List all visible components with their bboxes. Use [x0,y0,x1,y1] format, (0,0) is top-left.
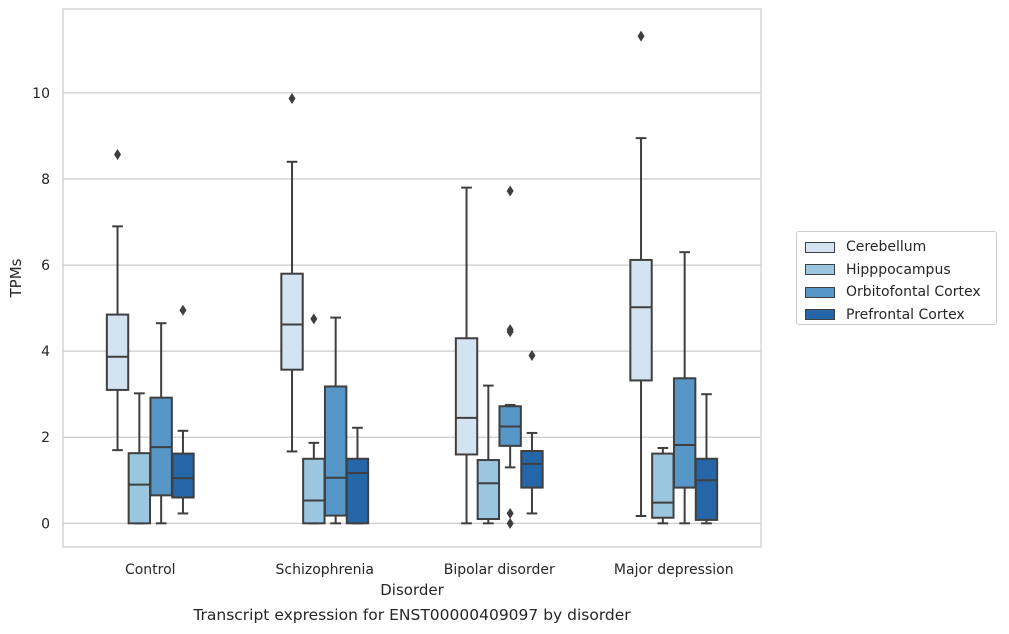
legend-swatch [805,241,835,253]
outlier-point [528,349,536,361]
legend-swatch [805,264,835,276]
box-iqr [694,457,719,521]
box-iqr [454,337,479,456]
outlier-point [506,517,514,529]
legend-item: Cerebellum [805,236,996,259]
legend-label: Cerebellum [846,239,927,256]
y-tick-labels: 0 2 4 6 8 10 [32,86,50,532]
box-iqr [105,313,130,391]
outlier-point [288,93,296,105]
legend-swatch [805,309,835,321]
box-2-0 [454,186,479,525]
outlier-point [506,326,514,338]
box-iqr [280,272,304,371]
boxes [105,30,719,529]
box-0-0 [105,148,130,452]
box-iqr [171,452,195,499]
box-iqr [345,457,370,525]
box-2-2 [498,185,522,529]
x-tick-label: Bipolar disorder [444,562,555,578]
y-tick-label: 8 [41,172,50,188]
box-iqr [651,452,675,519]
x-tick-label: Control [125,562,176,578]
x-axis-label: Disorder [380,581,444,599]
box-3-2 [672,251,697,525]
box-1-3 [345,426,370,525]
legend: Cerebellum Hipppocampus Orbitofontal Corte… [796,231,997,325]
box-1-0 [280,93,304,453]
legend-label: Hipppocampus [846,261,951,278]
box-iqr [127,452,152,525]
legend-label: Prefrontal Cortex [846,306,965,323]
box-2-1 [476,384,501,525]
legend-swatch [805,286,835,298]
plot-area-frame [62,8,762,548]
gridlines [63,92,761,524]
box-1-1 [302,313,326,525]
box-3-1 [651,447,675,525]
box-iqr [672,377,697,489]
x-tick-label: Schizophrenia [276,562,374,578]
box-1-2 [323,316,348,525]
legend-item: Hipppocampus [805,259,996,282]
box-iqr [476,459,501,521]
legend-item: Prefrontal Cortex [805,304,996,327]
box-iqr [520,450,544,489]
box-iqr [629,258,653,382]
x-tick-labels: Control Schizophrenia Bipolar disorder Majo… [125,562,734,578]
x-tick-label: Major depression [614,562,734,578]
chart-caption: Transcript expression for ENST0000040909… [193,606,631,624]
y-axis-label: TPMs [7,258,25,298]
y-tick-label: 2 [41,430,50,446]
box-0-3 [171,304,195,515]
legend-label: Orbitofontal Cortex [846,284,981,301]
outlier-point [114,148,122,160]
box-3-3 [694,393,719,525]
box-0-1 [127,392,152,525]
outlier-point [310,313,318,325]
y-tick-label: 6 [41,258,50,274]
y-tick-label: 0 [41,516,50,532]
outlier-point [506,507,514,519]
box-iqr [302,457,326,525]
box-2-3 [520,349,544,515]
outlier-point [179,304,187,316]
y-tick-label: 4 [41,344,50,360]
outlier-point [637,30,645,42]
y-tick-label: 10 [32,86,50,102]
legend-item: Orbitofontal Cortex [805,281,996,304]
box-3-0 [629,30,653,518]
box-0-2 [149,322,173,525]
outlier-point [506,185,514,197]
box-iqr [323,385,348,517]
